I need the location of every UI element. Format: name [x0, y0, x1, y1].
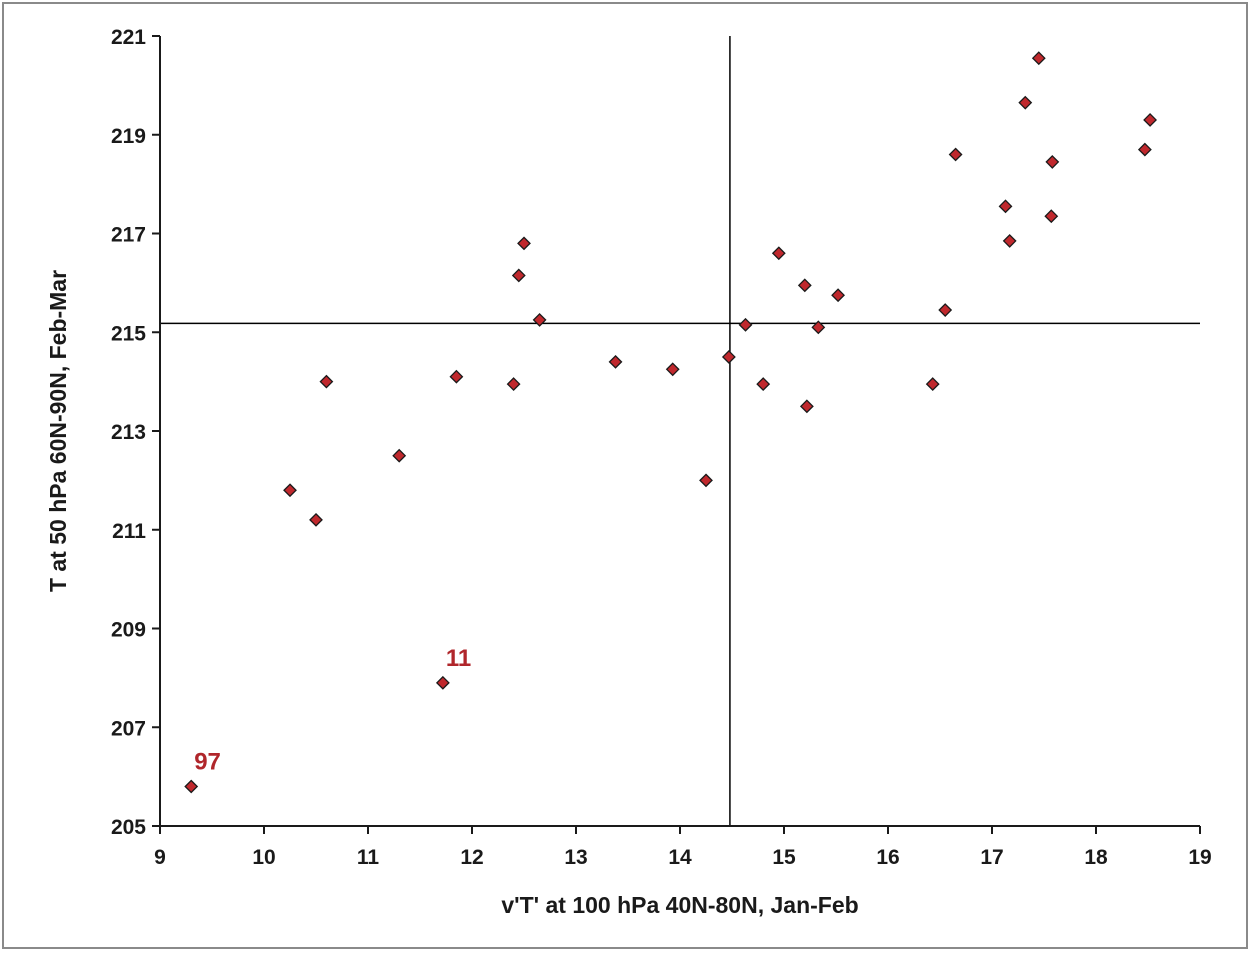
y-tick-label: 211	[112, 520, 146, 543]
data-point	[435, 675, 450, 690]
reference-lines	[160, 36, 1200, 826]
x-tick-label: 18	[1084, 846, 1108, 869]
point-annotations: 97 11	[194, 645, 471, 776]
data-point	[1018, 95, 1033, 110]
data-point	[799, 399, 814, 414]
y-axis-label: T at 50 hPa 60N-90N, Feb-Mar	[45, 270, 71, 592]
x-tick-label: 12	[460, 846, 483, 869]
data-points	[184, 51, 1157, 794]
data-point	[925, 377, 940, 392]
data-point	[771, 246, 786, 261]
x-axis-label: v'T' at 100 hPa 40N-80N, Jan-Feb	[501, 892, 858, 918]
y-tick-label: 215	[111, 322, 146, 345]
data-point	[608, 354, 623, 369]
y-tick-label: 221	[111, 26, 146, 49]
y-tick-label: 209	[111, 619, 146, 642]
data-point	[699, 473, 713, 488]
x-tick-label: 9	[154, 846, 166, 869]
y-axis-ticks: 205 207 209 211 213 215 217 219 221	[111, 26, 160, 839]
data-point	[517, 236, 531, 251]
data-point	[511, 268, 526, 283]
data-point	[1031, 51, 1046, 66]
point-annotation: 11	[446, 645, 471, 672]
data-point	[506, 377, 521, 392]
data-point	[1045, 154, 1060, 169]
y-tick-label: 213	[111, 421, 146, 444]
x-tick-label: 13	[564, 846, 587, 869]
data-point	[1002, 233, 1017, 248]
y-tick-label: 219	[111, 125, 146, 148]
data-point	[184, 779, 199, 794]
y-tick-label: 207	[111, 717, 146, 740]
y-tick-label: 217	[111, 224, 146, 247]
data-point	[449, 369, 464, 384]
point-annotation: 97	[194, 749, 221, 776]
data-point	[532, 312, 547, 327]
data-point	[1143, 113, 1157, 127]
x-tick-label: 11	[357, 846, 380, 869]
axes	[159, 36, 1200, 827]
data-point	[797, 278, 812, 293]
data-point	[283, 483, 297, 498]
x-tick-label: 15	[772, 846, 796, 869]
data-point	[665, 362, 680, 377]
data-point	[756, 377, 771, 392]
data-point	[938, 303, 953, 317]
data-point	[998, 199, 1013, 214]
x-tick-label: 14	[668, 846, 692, 869]
data-point	[1044, 209, 1059, 224]
data-point	[392, 448, 407, 463]
x-tick-label: 19	[1188, 846, 1211, 869]
data-point	[319, 374, 334, 389]
data-point	[721, 350, 736, 364]
data-point	[948, 147, 963, 162]
x-tick-label: 16	[876, 846, 899, 869]
data-point	[831, 288, 845, 303]
data-point	[738, 317, 753, 332]
x-tick-label: 17	[980, 846, 1003, 869]
data-point	[1137, 142, 1152, 157]
data-point	[309, 512, 323, 527]
data-point	[811, 320, 826, 335]
y-tick-label: 205	[111, 816, 146, 839]
x-axis-ticks: 9 10 11 12 13 14 15 16 17 18 19	[154, 826, 1212, 869]
x-tick-label: 10	[252, 846, 275, 869]
